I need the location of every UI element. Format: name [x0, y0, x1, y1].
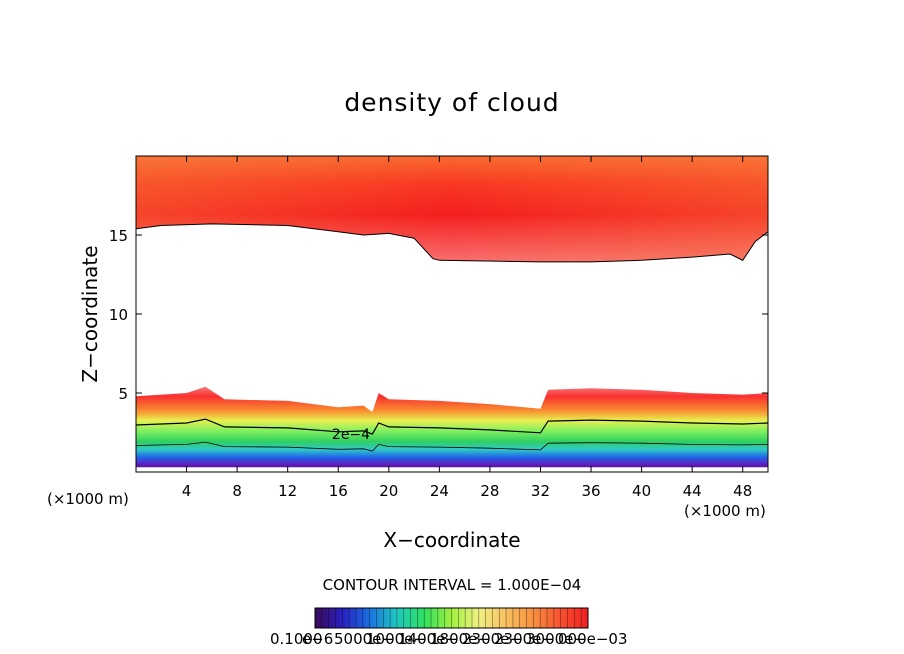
x-tick-label: 28 — [480, 482, 499, 500]
x-tick-label: 36 — [581, 482, 600, 500]
colorbar-label: 1000e− — [366, 630, 426, 648]
upper-cloud-layer-shading — [136, 156, 768, 262]
x-tick-label: 48 — [733, 482, 752, 500]
x-tick-label: 44 — [683, 482, 702, 500]
colorbar-label: 000e−03 — [558, 630, 628, 648]
upper-contour-line — [136, 223, 768, 263]
x-tick-label: 8 — [232, 482, 242, 500]
x-tick-label: 24 — [430, 482, 449, 500]
y-axis-ticks: 5 10 15 — [109, 227, 768, 403]
colorbar-label: 5000e− — [334, 630, 394, 648]
colorbar-label: 1800e− — [430, 630, 490, 648]
x-tick-label: 4 — [182, 482, 192, 500]
colorbar-label: 2300e− — [494, 630, 554, 648]
colorbar-label: 1400e− — [398, 630, 458, 648]
x-tick-label: 20 — [379, 482, 398, 500]
x-unit-label-left: (×1000 m) — [47, 490, 129, 508]
colorbar-ticks — [314, 608, 589, 628]
x-tick-label: 16 — [329, 482, 348, 500]
colorbar-label: 2300e− — [462, 630, 522, 648]
x-unit-label-right: (×1000 m) — [684, 502, 766, 520]
x-tick-label: 40 — [632, 482, 651, 500]
y-tick-label: 5 — [118, 385, 128, 403]
x-tick-label: 12 — [278, 482, 297, 500]
x-axis-ticks: 4 8 12 16 20 24 28 32 36 40 44 48 — [182, 156, 752, 500]
lower-contour-line — [136, 418, 768, 435]
y-tick-label: 10 — [109, 306, 128, 324]
y-tick-label: 15 — [109, 227, 128, 245]
colorbar-label: e−6 — [302, 630, 334, 648]
x-axis-label: X−coordinate — [383, 528, 521, 552]
contour-label: 2e−4 — [332, 427, 370, 443]
x-tick-label: 32 — [531, 482, 550, 500]
colorbar-label: 3000e− — [526, 630, 586, 648]
colorbar-label: 0.1000 — [270, 630, 323, 648]
chart-title: density of cloud — [344, 88, 560, 117]
contour-interval-text: CONTOUR INTERVAL = 1.000E−04 — [322, 576, 582, 594]
lower-contour-line — [136, 441, 768, 452]
